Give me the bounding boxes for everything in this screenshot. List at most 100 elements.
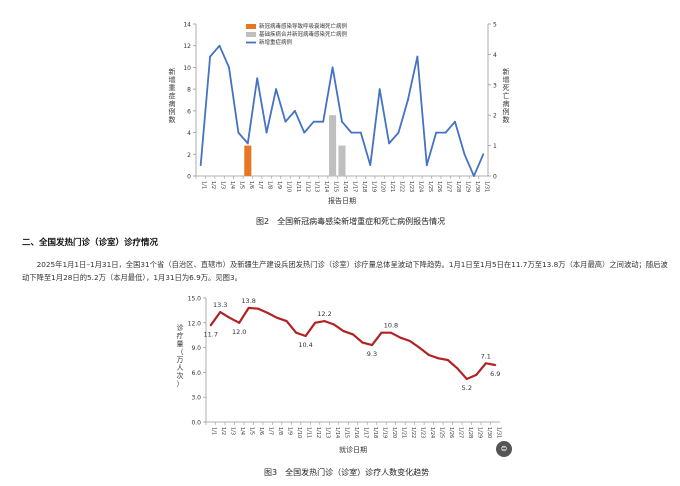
legend-label: 基础疾病合并新冠病毒感染死亡病例 — [259, 30, 348, 38]
x-tick-label: 1/2 — [210, 181, 216, 189]
figure2-caption: 图2 全国新冠病毒感染新增重症和死亡病例报告情况 — [256, 217, 446, 226]
bar — [244, 145, 252, 176]
x-tick-label: 1/12 — [315, 427, 321, 438]
x-tick-label: 1/17 — [362, 427, 368, 438]
data-point — [323, 320, 326, 323]
data-point — [303, 131, 306, 134]
data-point — [304, 335, 307, 338]
x-tick-label: 1/14 — [334, 427, 340, 438]
data-point — [312, 120, 315, 123]
x-tick-label: 1/14 — [323, 181, 329, 192]
data-label: 10.4 — [298, 341, 312, 349]
x-tick-label: 1/13 — [314, 181, 320, 192]
data-label: 11.7 — [203, 330, 217, 338]
legend-label: 新冠病毒感染导致呼吸衰竭死亡病例 — [259, 22, 348, 30]
data-point — [388, 142, 390, 145]
data-point — [333, 323, 336, 326]
data-point — [416, 55, 419, 58]
x-tick-label: 1/26 — [436, 181, 442, 192]
x-tick-label: 1/25 — [427, 181, 433, 192]
y-right-tick-label: 3 — [493, 82, 497, 89]
x-tick-label: 1/28 — [455, 181, 461, 192]
data-point — [276, 316, 279, 319]
x-tick-label: 1/5 — [238, 181, 244, 189]
x-tick-label: 1/23 — [419, 427, 425, 438]
data-point — [218, 44, 221, 47]
data-point — [425, 164, 428, 167]
data-point — [275, 88, 277, 91]
data-label: 5.2 — [462, 384, 472, 392]
x-tick-label: 1/9 — [287, 427, 293, 435]
data-point — [295, 331, 298, 334]
x-tick-label: 1/19 — [381, 427, 387, 438]
data-point — [352, 333, 354, 336]
data-point — [378, 88, 381, 91]
x-tick-label: 1/31 — [495, 427, 501, 438]
data-point — [209, 55, 212, 58]
x-tick-label: 1/19 — [370, 181, 376, 192]
data-point — [380, 331, 383, 334]
bar — [329, 115, 337, 176]
data-point — [444, 131, 447, 134]
data-label: 9.3 — [367, 350, 377, 358]
y-left-tick-label: 10 — [183, 65, 191, 72]
data-point — [369, 164, 372, 167]
y-tick-label: 3.0 — [191, 395, 201, 402]
x-tick-label: 1/1 — [211, 427, 217, 435]
x-tick-label: 1/10 — [296, 427, 302, 438]
data-point — [465, 378, 468, 381]
legend-swatch — [246, 24, 256, 29]
x-tick-label: 1/20 — [380, 181, 386, 192]
x-tick-label: 1/7 — [257, 181, 263, 189]
x-tick-label: 1/5 — [249, 427, 255, 435]
data-point — [256, 77, 259, 80]
legend-label: 新增重症病例 — [259, 38, 293, 46]
data-point — [454, 120, 456, 123]
figure3-caption: 图3 全国发热门诊（诊室）诊疗人数变化趋势 — [264, 468, 430, 477]
data-label: 6.9 — [490, 370, 500, 378]
data-point — [408, 339, 411, 342]
data-label: 13.8 — [241, 297, 255, 305]
y-right-tick-label: 4 — [493, 52, 497, 59]
data-point — [266, 311, 269, 314]
y-right-tick-label: 1 — [493, 143, 497, 150]
data-point — [341, 120, 343, 123]
data-point — [237, 131, 240, 134]
y-tick-label: 12.0 — [188, 320, 202, 327]
x-tick-label: 1/30 — [474, 181, 480, 192]
x-tick-label: 1/3 — [230, 427, 236, 435]
x-tick-label: 1/18 — [372, 427, 378, 438]
x-tick-label: 1/29 — [464, 181, 470, 192]
y-right-tick-label: 0 — [493, 174, 497, 181]
x-tick-label: 1/21 — [400, 427, 406, 438]
x-tick-label: 1/22 — [410, 427, 416, 438]
section-paragraph: 2025年1月1日–1月31日，全国31个省（自治区、直辖市）及新疆生产建设兵团… — [22, 258, 672, 284]
x-tick-label: 1/27 — [446, 181, 452, 192]
y-tick-label: 0.0 — [191, 420, 201, 427]
data-point — [418, 346, 421, 349]
x-tick-label: 1/4 — [229, 181, 235, 189]
x-tick-label: 1/6 — [258, 427, 264, 435]
x-tick-label: 1/8 — [267, 181, 273, 189]
x-tick-label: 1/15 — [344, 427, 350, 438]
data-point — [265, 131, 268, 134]
y-right-tick-label: 2 — [493, 113, 497, 120]
x-tick-label: 1/3 — [220, 181, 226, 189]
data-label: 7.1 — [481, 352, 491, 360]
sticker-icon[interactable]: ⊜ — [496, 441, 512, 457]
y-tick-label: 6.0 — [191, 370, 201, 377]
y-left-tick-label: 2 — [187, 152, 191, 159]
data-point — [389, 331, 392, 334]
x-tick-label: 1/6 — [248, 181, 254, 189]
legend-swatch — [246, 32, 256, 37]
x-axis-label: 报告日期 — [328, 196, 356, 205]
data-point — [219, 311, 222, 314]
data-point — [407, 99, 409, 101]
y-left-tick-label: 4 — [187, 130, 191, 137]
x-tick-label: 1/18 — [361, 181, 367, 192]
x-tick-label: 1/16 — [342, 181, 348, 192]
data-label: 10.8 — [384, 322, 398, 330]
y-left-tick-label: 6 — [187, 108, 191, 115]
data-point — [456, 367, 459, 370]
